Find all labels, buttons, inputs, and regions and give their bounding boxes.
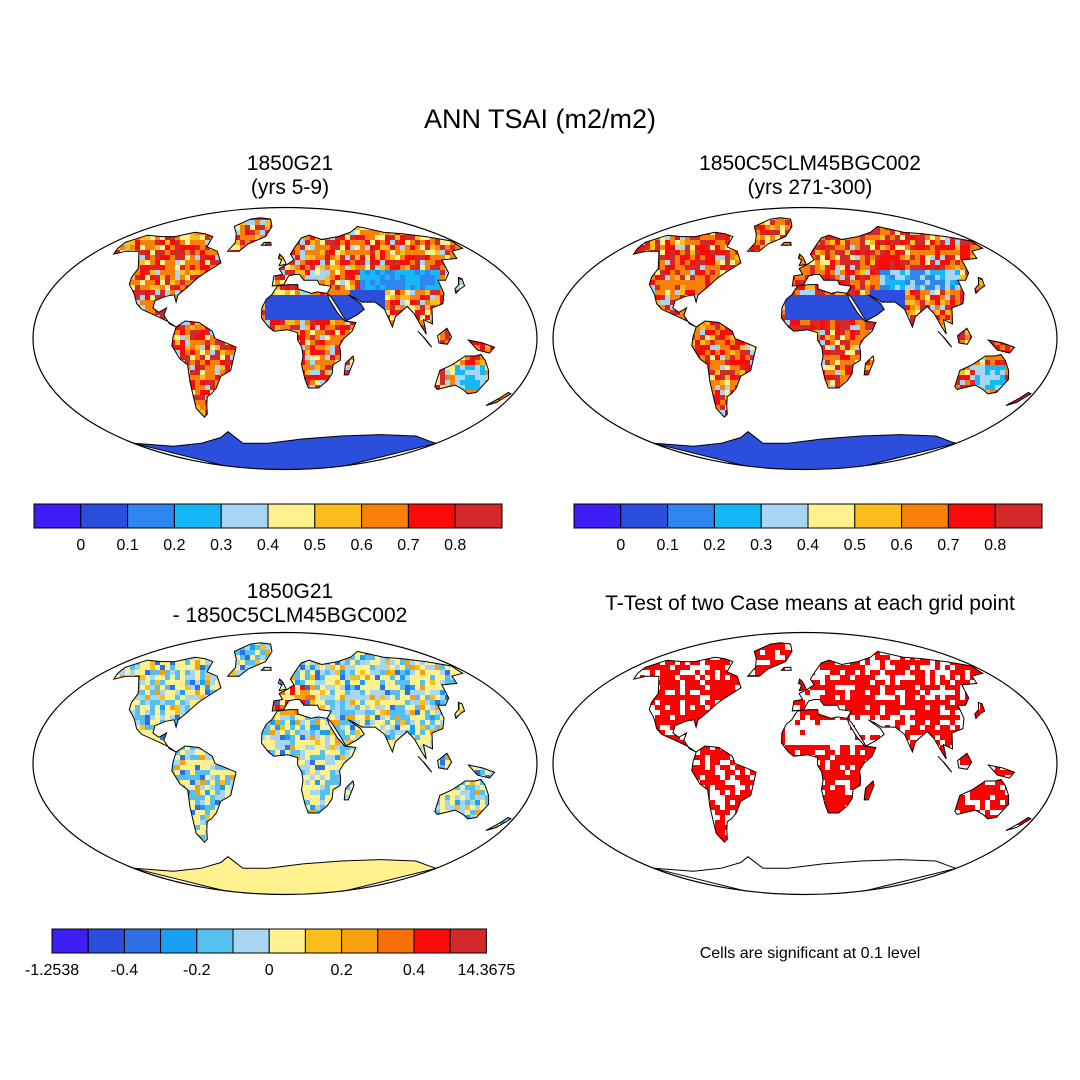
colorbar-box	[123, 928, 162, 954]
coastlines	[632, 217, 1032, 470]
colorbar-difference: -1.2538 -0.4 -0.2 0 0.2 0.4 14.3675	[25, 928, 515, 979]
colorbar-box	[304, 928, 343, 954]
map-border	[32, 206, 538, 471]
colorbar-box	[127, 503, 175, 529]
colorbar-tick-label: 0.2	[330, 962, 352, 979]
colorbar-box	[413, 928, 451, 954]
coastlines	[112, 642, 512, 895]
land-field	[633, 642, 1031, 855]
colorbar-tick-label: 0.7	[937, 537, 959, 554]
coastlines	[632, 642, 1032, 895]
colorbar-tick-label: 0.6	[890, 537, 912, 554]
colorbar-box	[407, 503, 456, 529]
panel-4-title-line1: T-Test of two Case means at each grid po…	[605, 592, 1015, 615]
panel-3-title: 1850G21 - 1850C5CLM45BGC002	[40, 580, 540, 628]
colorbar-tick-label: 0.6	[350, 537, 372, 554]
significance-note: Cells are significant at 0.1 level	[699, 945, 921, 962]
panel-2-title-line2: (yrs 271-300)	[747, 176, 873, 199]
colorbar-tick-label: 0.8	[444, 537, 466, 554]
colorbar-box	[573, 503, 622, 529]
colorbar-tick-label: 0.4	[257, 537, 279, 554]
colorbar-box	[80, 503, 129, 529]
colorbar-tick-label: 0.3	[210, 537, 232, 554]
colorbar-tick-label: 0.1	[116, 537, 138, 554]
panel-1-title-line1: 1850G21	[246, 152, 334, 175]
land-field	[113, 217, 511, 470]
colorbar-tick-label: -0.4	[111, 962, 139, 979]
colorbar-tick-label: 0.2	[703, 537, 725, 554]
colorbar-box	[232, 928, 270, 954]
colorbar-tick-label: 0.2	[163, 537, 185, 554]
colorbar-box	[33, 503, 82, 529]
colorbar-box	[220, 503, 269, 529]
colorbar-tick-label: 14.3675	[457, 962, 515, 979]
colorbar-box	[807, 503, 856, 529]
colorbar-tick-label: 0	[616, 537, 625, 554]
colorbar-box	[760, 503, 809, 529]
colorbar-box	[994, 503, 1043, 529]
map-border	[552, 206, 1058, 471]
colorbar-box	[341, 928, 379, 954]
coastlines	[112, 217, 512, 470]
colorbar-case2: 0 0.1 0.2 0.3 0.4 0.5 0.6 0.7 0.8	[573, 503, 1043, 554]
map-panel-difference	[32, 631, 538, 896]
map-border	[32, 631, 538, 896]
colorbar-tick-label: 0.7	[397, 537, 419, 554]
colorbar-box	[449, 928, 487, 954]
colorbar-box	[196, 928, 234, 954]
colorbar-box	[947, 503, 996, 529]
colorbar-tick-label: 0.5	[304, 537, 326, 554]
colorbar-box	[160, 928, 198, 954]
colorbar-tick-label: 0.8	[984, 537, 1006, 554]
colorbar-box	[87, 928, 125, 954]
panel-2-title-line1: 1850C5CLM45BGC002	[699, 152, 921, 175]
panel-3-title-line2: - 1850C5CLM45BGC002	[172, 604, 408, 627]
colorbar-box	[267, 503, 316, 529]
colorbar-box	[854, 503, 903, 529]
land-field	[633, 217, 1031, 470]
map-panel-case2	[552, 206, 1058, 471]
colorbar-box	[667, 503, 715, 529]
figure-title: ANN TSAI (m2/m2)	[423, 104, 657, 134]
colorbar-box	[314, 503, 363, 529]
map-panel-case1	[32, 206, 538, 471]
colorbar-box	[713, 503, 762, 529]
colorbar-box	[51, 928, 89, 954]
colorbar-box	[620, 503, 669, 529]
colorbar-tick-label: 0.4	[403, 962, 425, 979]
map-panel-ttest	[552, 631, 1058, 896]
colorbar-box	[901, 503, 949, 529]
colorbar-tick-label: 0.5	[844, 537, 866, 554]
colorbar-tick-label: -1.2538	[25, 962, 79, 979]
panel-1-title: 1850G21 (yrs 5-9)	[40, 152, 540, 200]
panel-2-title: 1850C5CLM45BGC002 (yrs 271-300)	[560, 152, 1060, 200]
panel-4-title: T-Test of two Case means at each grid po…	[540, 592, 1080, 616]
colorbar-tick-label: 0	[265, 962, 274, 979]
colorbar-tick-label: 0.1	[656, 537, 678, 554]
land-field	[113, 642, 511, 895]
colorbar-box	[454, 503, 503, 529]
colorbar-tick-label: 0.4	[797, 537, 819, 554]
colorbar-box	[173, 503, 222, 529]
panel-1-title-line2: (yrs 5-9)	[250, 176, 330, 199]
colorbar-box	[377, 928, 415, 954]
colorbar-tick-label: 0.3	[750, 537, 772, 554]
colorbar-box	[268, 928, 306, 954]
colorbar-tick-label: 0	[76, 537, 85, 554]
map-border	[552, 631, 1058, 896]
colorbar-tick-label: -0.2	[183, 962, 211, 979]
panel-3-title-line1: 1850G21	[246, 580, 334, 603]
colorbar-box	[361, 503, 409, 529]
colorbar-case1: 0 0.1 0.2 0.3 0.4 0.5 0.6 0.7 0.8	[33, 503, 503, 554]
